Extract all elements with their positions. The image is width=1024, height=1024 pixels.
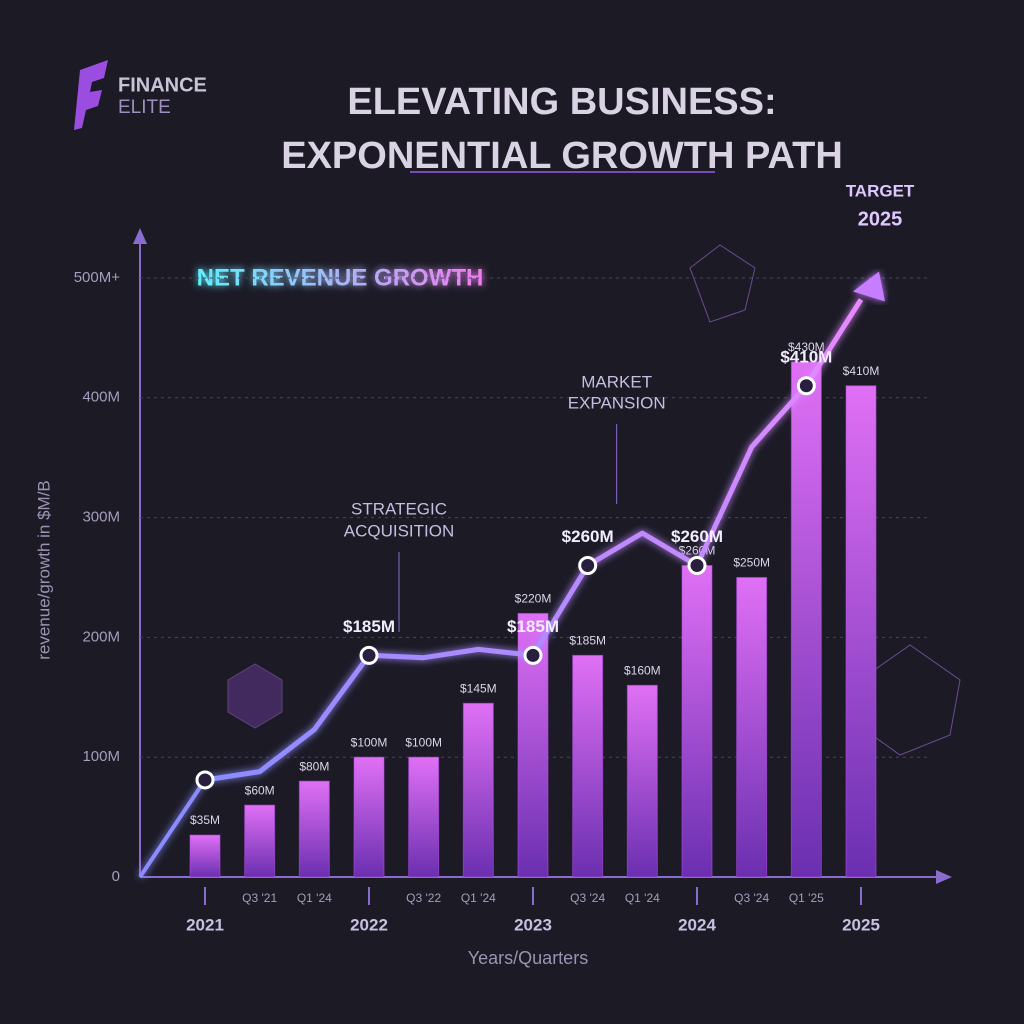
annotation: 2025 <box>858 208 903 230</box>
line-value-label: $185M <box>507 617 559 636</box>
x-tick-label: Q3 '24 <box>570 891 605 905</box>
line-value-label: $260M <box>671 527 723 546</box>
line-marker <box>195 770 215 790</box>
decoration-polyhedron <box>689 244 756 323</box>
bar-value-label: $60M <box>245 783 275 797</box>
x-tick-label: 2021 <box>186 915 224 934</box>
annotation: EXPANSION <box>568 393 666 412</box>
line-value-label: $185M <box>343 617 395 636</box>
bar <box>626 684 658 878</box>
line-marker <box>359 645 379 665</box>
logo-line2: ELITE <box>118 97 171 118</box>
x-tick-label: Q3 '22 <box>406 891 441 905</box>
y-axis-label: revenue/growth in $M/B <box>34 480 53 660</box>
line-marker <box>578 555 598 575</box>
annotation: TARGET <box>846 181 915 200</box>
y-tick-label: 500M+ <box>74 269 121 286</box>
bar-value-label: $160M <box>624 663 661 677</box>
x-tick-label: 2025 <box>842 915 880 934</box>
bar <box>189 834 221 878</box>
y-tick-label: 0 <box>112 868 120 885</box>
y-axis-arrow <box>133 228 147 244</box>
line-value-label: $410M <box>780 347 832 366</box>
bar-value-label: $145M <box>460 681 497 695</box>
bar <box>845 385 877 878</box>
logo-icon <box>74 60 108 130</box>
x-tick-label: Q1 '24 <box>297 891 332 905</box>
x-tick-label: 2024 <box>678 915 716 934</box>
bar <box>572 654 604 878</box>
x-tick-label: Q1 '24 <box>461 891 496 905</box>
bar <box>244 804 276 878</box>
bar-value-label: $100M <box>405 735 442 749</box>
line-marker <box>687 555 707 575</box>
x-tick-label: Q1 '25 <box>789 891 824 905</box>
line-lead-in <box>138 778 207 879</box>
bar <box>408 756 440 878</box>
annotation: MARKET <box>581 372 652 391</box>
y-tick-label: 400M <box>82 389 120 406</box>
bar <box>736 576 768 878</box>
line-arrowhead <box>853 271 885 302</box>
bar-value-label: $220M <box>515 592 552 606</box>
bar-value-label: $80M <box>299 759 329 773</box>
bar <box>681 564 713 878</box>
x-tick-label: 2022 <box>350 915 388 934</box>
bar-value-label: $250M <box>733 556 770 570</box>
bar-value-label: $410M <box>843 364 880 378</box>
x-tick-label: Q3 '21 <box>242 891 277 905</box>
y-tick-label: 200M <box>82 628 120 645</box>
decoration-hexagon <box>227 663 283 729</box>
x-tick-label: Q3 '24 <box>734 891 769 905</box>
bar <box>353 756 385 878</box>
x-axis-label: Years/Quarters <box>468 948 588 968</box>
bar-value-label: $430M <box>788 340 825 354</box>
line-value-label: $260M <box>562 527 614 546</box>
annotation: ACQUISITION <box>344 521 455 540</box>
y-tick-label: 100M <box>82 748 120 765</box>
line-marker <box>796 376 816 396</box>
y-tick-label: 300M <box>82 509 120 526</box>
x-tick-label: 2023 <box>514 915 552 934</box>
bar <box>298 780 330 878</box>
bar-value-label: $35M <box>190 813 220 827</box>
bar-value-label: $185M <box>569 634 606 648</box>
bar <box>462 702 494 878</box>
line-marker <box>523 645 543 665</box>
x-axis-arrow <box>936 870 952 884</box>
bar <box>790 361 822 878</box>
logo-line1: FINANCE <box>118 74 207 96</box>
annotation: STRATEGIC <box>351 499 447 518</box>
x-tick-label: Q1 '24 <box>625 891 660 905</box>
chart-title: EXPONENTIAL GROWTH PATH <box>281 135 843 177</box>
bar-value-label: $100M <box>351 735 388 749</box>
chart-title: ELEVATING BUSINESS: <box>347 81 776 123</box>
